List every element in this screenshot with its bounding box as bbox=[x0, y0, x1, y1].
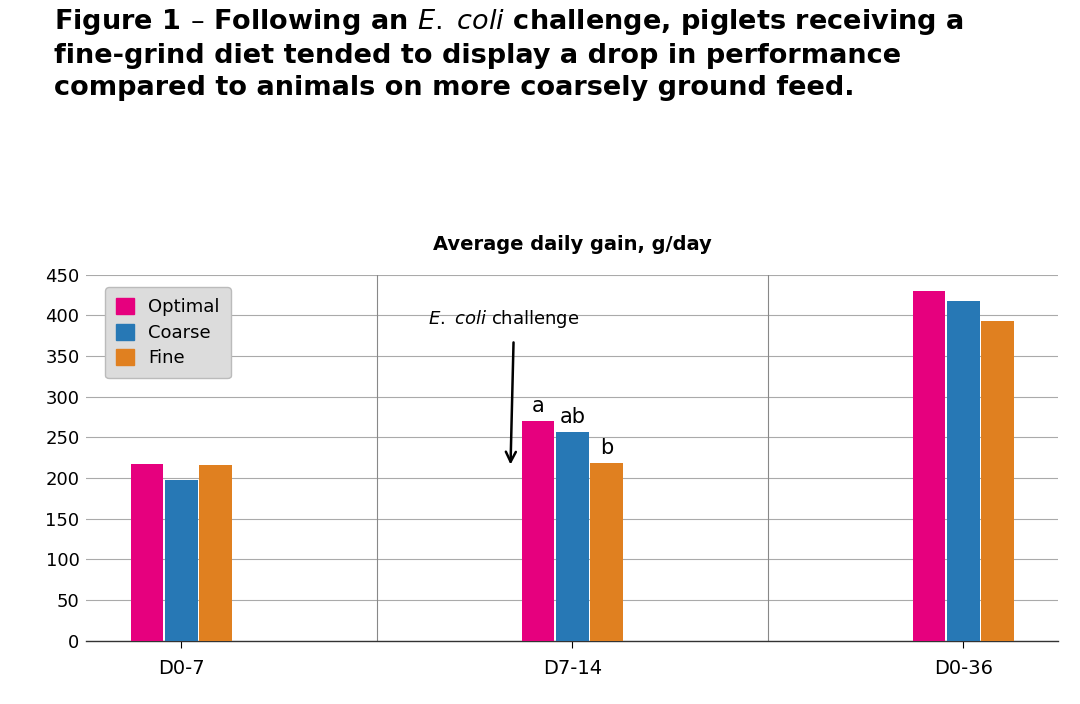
Bar bbox=[947, 301, 980, 641]
Text: ab: ab bbox=[559, 407, 585, 427]
Text: Average daily gain, g/day: Average daily gain, g/day bbox=[433, 235, 712, 254]
Text: Figure 1 – Following an $\it{E.\ coli}$ challenge, piglets receiving a
fine-grin: Figure 1 – Following an $\it{E.\ coli}$ … bbox=[54, 7, 963, 101]
Legend: Optimal, Coarse, Fine: Optimal, Coarse, Fine bbox=[105, 287, 231, 378]
Bar bbox=[131, 464, 163, 641]
Bar bbox=[522, 421, 554, 641]
Text: a: a bbox=[531, 396, 544, 416]
Bar bbox=[591, 463, 623, 641]
Text: b: b bbox=[600, 439, 613, 458]
Bar bbox=[200, 465, 232, 641]
Bar bbox=[165, 479, 198, 641]
Bar bbox=[982, 321, 1014, 641]
Text: $\it{E.\ coli}$ challenge: $\it{E.\ coli}$ challenge bbox=[428, 308, 579, 330]
Bar bbox=[556, 432, 589, 641]
Bar bbox=[913, 291, 945, 641]
